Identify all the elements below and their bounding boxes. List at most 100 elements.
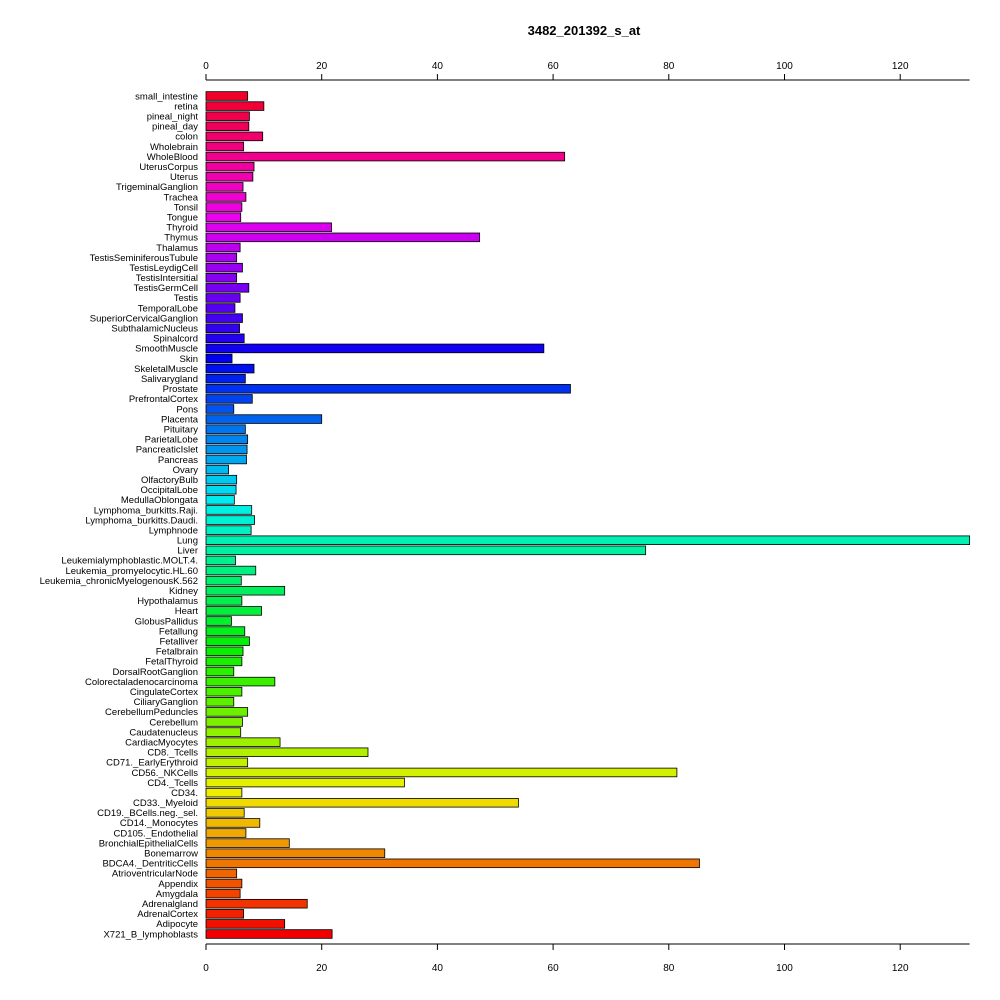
x-tick-label: 0 — [203, 61, 209, 72]
bar-OccipitalLobe — [205, 485, 237, 495]
x-tick-label: 100 — [776, 963, 793, 974]
bar-CD105._Endothelial — [205, 828, 247, 838]
bar-Tongue — [205, 212, 242, 222]
category-label: TemporalLobe — [138, 303, 198, 314]
category-label: BronchialEpithelialCells — [99, 838, 199, 849]
bar-PrefrontalCortex — [205, 394, 253, 404]
category-label: UterusCorpus — [139, 162, 198, 173]
category-label: TestisLeydigCell — [129, 263, 198, 274]
bar-SmoothMuscle — [205, 343, 545, 354]
bar-pineal_day — [205, 121, 250, 132]
category-label: AtrioventricularNode — [112, 869, 198, 880]
category-label: Trachea — [164, 192, 199, 203]
category-label: PancreaticIslet — [136, 445, 199, 456]
bar-Trachea — [205, 192, 247, 202]
bar-TestisIntersitial — [205, 272, 238, 283]
category-label: Adipocyte — [156, 919, 198, 930]
bar-UterusCorpus — [205, 161, 255, 172]
category-label: Kidney — [169, 586, 198, 597]
x-tick-label: 20 — [316, 61, 328, 72]
category-label: Amygdala — [156, 889, 199, 900]
bar-Lymphoma_burkitts.Daudi. — [205, 515, 255, 525]
bar-pineal_night — [205, 111, 250, 121]
bar-Thyroid — [205, 222, 332, 232]
bar-Adrenalgland — [205, 898, 308, 909]
bar-Kidney — [205, 585, 286, 596]
category-label: DorsalRootGanglion — [112, 667, 198, 678]
category-label: WholeBlood — [147, 152, 198, 163]
bar-GlobusPallidus — [205, 616, 232, 626]
category-label: AdrenalCortex — [137, 909, 198, 920]
category-label: CD14._Monocytes — [120, 818, 198, 829]
bar-CingulateCortex — [205, 686, 243, 697]
category-label: Thalamus — [156, 243, 198, 254]
bar-CerebellumPeduncles — [205, 707, 249, 717]
bar-Appendix — [205, 878, 243, 889]
bar-Thalamus — [205, 242, 241, 253]
bar-Leukemia_chronicMyelogenousK.562 — [205, 575, 242, 586]
bar-Leukemia_promyelocytic.HL.60 — [205, 565, 257, 576]
category-label: Caudatenucleus — [129, 727, 198, 738]
category-label: TestisGermCell — [134, 283, 198, 294]
category-label: Pons — [176, 404, 198, 415]
bar-CD33._Myeloid — [205, 798, 519, 808]
category-label: CD4._Tcells — [147, 778, 198, 789]
category-label: FetalThyroid — [145, 657, 198, 668]
bar-SuperiorCervicalGanglion — [205, 313, 243, 323]
x-tick-label: 60 — [548, 61, 560, 72]
bar-BDCA4._DentriticCells — [205, 858, 700, 869]
category-label: Heart — [175, 606, 199, 617]
category-label: SkeletalMuscle — [134, 364, 198, 375]
category-label: CD56._NKCells — [131, 768, 198, 779]
bar-Leukemialymphoblastic.MOLT.4. — [205, 555, 236, 566]
bar-Adipocyte — [205, 919, 286, 929]
category-label: Ovary — [173, 465, 199, 476]
bar-Testis — [205, 293, 241, 303]
category-label: Thyroid — [166, 223, 198, 234]
x-tick-label: 20 — [316, 963, 328, 974]
bar-retina — [205, 101, 265, 111]
bar-CD34. — [205, 787, 243, 798]
x-tick-label: 40 — [432, 963, 444, 974]
bar-X721_B_lymphoblasts — [205, 929, 333, 939]
bar-AtrioventricularNode — [205, 868, 238, 879]
category-label: Placenta — [161, 414, 199, 425]
bar-Amygdala — [205, 888, 241, 899]
bar-Fetalliver — [205, 636, 250, 646]
bar-AdrenalCortex — [205, 909, 244, 919]
bar-TestisLeydigCell — [205, 262, 243, 273]
category-label: Lung — [177, 536, 198, 547]
bar-CD4._Tcells — [205, 777, 405, 788]
category-label: ParietalLobe — [145, 435, 198, 446]
bar-TrigeminalGanglion — [205, 182, 244, 192]
bar-Tonsil — [205, 202, 243, 212]
category-label: Fetallung — [159, 626, 198, 637]
category-label: Lymphoma_burkitts.Raji. — [94, 505, 198, 516]
bar-Fetalbrain — [205, 646, 244, 657]
category-label: SubthalamicNucleus — [111, 324, 198, 335]
bar-OlfactoryBulb — [205, 474, 238, 485]
bar-Hypothalamus — [205, 596, 243, 606]
category-label: Bonemarrow — [144, 849, 198, 860]
category-label: Wholebrain — [150, 142, 198, 153]
bar-Heart — [205, 606, 262, 616]
bar-Salivarygland — [205, 373, 246, 384]
bar-Liver — [205, 545, 647, 556]
category-label: Hypothalamus — [137, 596, 198, 607]
category-label: Lymphoma_burkitts.Daudi. — [85, 515, 198, 526]
x-tick-label: 120 — [892, 61, 909, 72]
bar-small_intestine — [205, 91, 249, 101]
category-label: pineal_night — [147, 111, 199, 122]
category-label: OccipitalLobe — [140, 485, 198, 496]
bar-SkeletalMuscle — [205, 363, 255, 374]
x-tick-label: 80 — [663, 61, 675, 72]
bar-colon — [205, 131, 264, 142]
bar-Bonemarrow — [205, 848, 386, 858]
category-labels: small_intestineretinapineal_nightpineal_… — [40, 91, 199, 940]
bar-Cerebellum — [205, 717, 243, 727]
category-label: pineal_day — [152, 122, 198, 133]
bar-Lymphoma_burkitts.Raji. — [205, 505, 253, 515]
bar-Uterus — [205, 172, 254, 182]
x-tick-label: 120 — [892, 963, 909, 974]
top-x-axis: 0 20 40 60 80 100 120 — [203, 61, 970, 81]
